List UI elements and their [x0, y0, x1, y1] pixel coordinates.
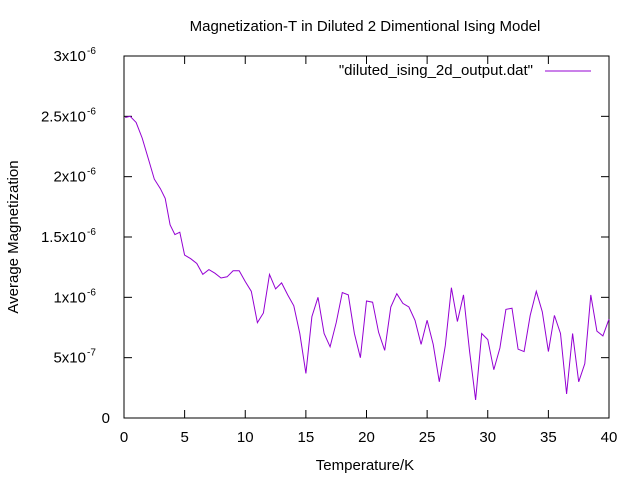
y-tick-mantissa: 3x10	[53, 48, 86, 65]
y-tick-exponent: -6	[87, 287, 96, 298]
x-tick-label: 0	[120, 429, 128, 446]
x-tick-label: 15	[298, 429, 315, 446]
x-tick-label: 5	[180, 429, 188, 446]
x-tick-label: 30	[479, 429, 496, 446]
x-tick-label: 25	[419, 429, 436, 446]
x-axis-label: Temperature/K	[316, 457, 414, 474]
legend-label: "diluted_ising_2d_output.dat"	[339, 62, 533, 79]
legend: "diluted_ising_2d_output.dat"	[339, 62, 591, 79]
y-tick-exponent: -6	[87, 167, 96, 178]
y-tick-exponent: -6	[87, 106, 96, 117]
y-tick-label: 3x10	[53, 48, 86, 65]
y-tick-exponent: -6	[87, 227, 96, 238]
y-tick-mantissa: 1.5x10	[41, 229, 86, 246]
y-tick-mantissa: 0	[102, 410, 110, 427]
y-tick-label: 5x10	[53, 350, 86, 367]
x-tick-label: 40	[601, 429, 618, 446]
y-axis-label: Average Magnetization	[5, 160, 22, 313]
y-tick-label: 1.5x10	[41, 229, 86, 246]
y-tick-exponent: -7	[87, 348, 96, 359]
y-tick-label: 1x10	[53, 289, 86, 306]
y-tick-mantissa: 1x10	[53, 289, 86, 306]
y-tick-mantissa: 2x10	[53, 169, 86, 186]
y-tick-mantissa: 2.5x10	[41, 108, 86, 125]
y-tick-label: 0	[102, 410, 110, 427]
y-tick-label: 2x10	[53, 169, 86, 186]
x-tick-label: 10	[237, 429, 254, 446]
series-line	[125, 115, 610, 400]
y-tick-exponent: -6	[87, 46, 96, 57]
y-tick-label: 2.5x10	[41, 108, 86, 125]
chart-title: Magnetization-T in Diluted 2 Dimentional…	[190, 18, 541, 35]
x-tick-label: 20	[358, 429, 375, 446]
x-axis-ticks: 0 5 10 15 20 25 30 35 40	[120, 56, 618, 446]
series-layer	[125, 115, 610, 400]
y-tick-mantissa: 5x10	[53, 350, 86, 367]
x-tick-label: 35	[540, 429, 557, 446]
plot-frame	[123, 55, 610, 419]
